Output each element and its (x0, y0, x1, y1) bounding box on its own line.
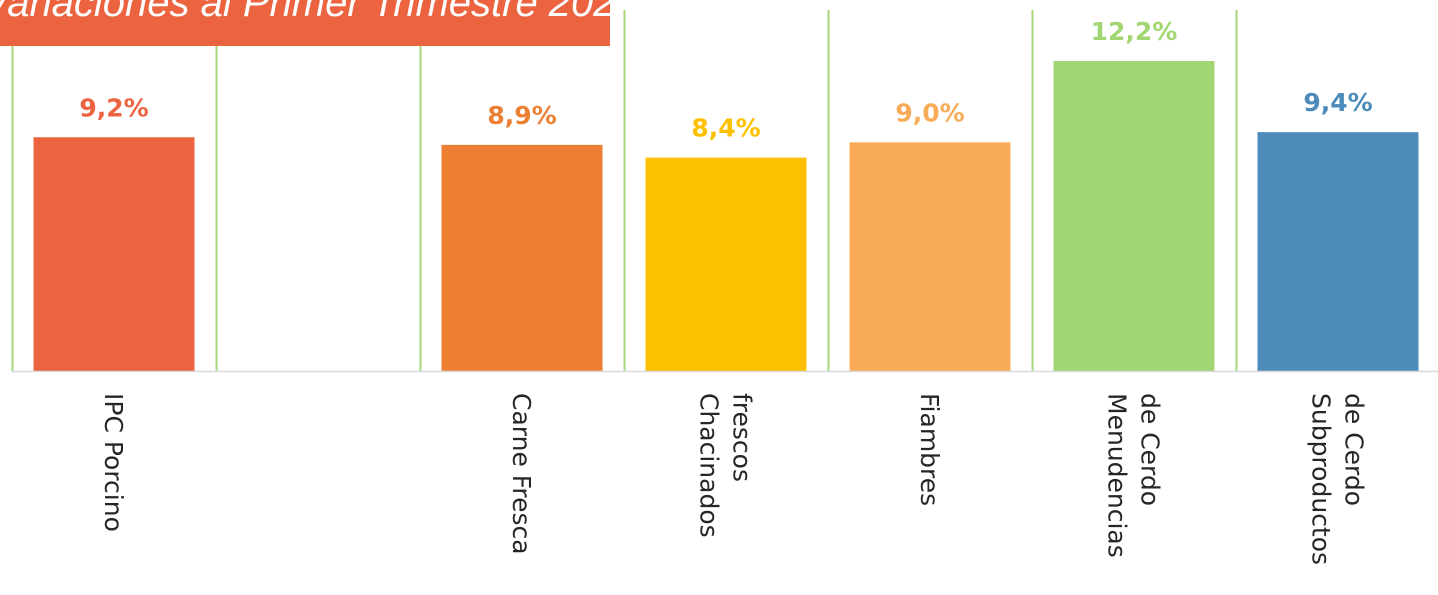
data-label: 9,2% (79, 93, 148, 122)
category-label-line: frescos (728, 393, 757, 482)
category-label: Menudencias de Cerdo (1103, 393, 1165, 558)
chart-title: Variaciones al Primer Trimestre 2023 (0, 0, 610, 25)
bar (849, 142, 1011, 371)
data-label: 9,4% (1303, 88, 1372, 117)
bar (1257, 132, 1419, 371)
category-separators (11, 10, 1238, 371)
data-labels: 9,2% 8,9% 8,4% 9,0% 12,2% 9,4% (79, 17, 1372, 143)
category-label: IPC Porcino (99, 393, 128, 532)
data-label: 12,2% (1091, 17, 1178, 46)
category-label-line: Menudencias (1103, 393, 1132, 558)
bar (33, 137, 195, 371)
category-label: Fiambres (915, 393, 944, 506)
category-label-line: de Cerdo (1136, 393, 1165, 506)
category-label-line: Carne Fresca (507, 393, 536, 555)
chart-title-banner: Variaciones al Primer Trimestre 2023 (0, 0, 610, 46)
category-label-line: Chacinados (695, 393, 724, 538)
data-label: 8,4% (691, 114, 760, 143)
category-label-line: IPC Porcino (99, 393, 128, 532)
bar (645, 157, 807, 371)
category-labels: IPC Porcino Carne Fresca Chacinados frescos… (99, 393, 1369, 565)
category-label: Carne Fresca (507, 393, 536, 555)
category-label-line: Fiambres (915, 393, 944, 506)
data-label: 8,9% (487, 101, 556, 130)
category-label-line: Subproductos (1307, 393, 1336, 565)
bars (33, 61, 1419, 371)
bar (441, 144, 603, 371)
category-label: Subproductos de Cerdo (1307, 393, 1369, 565)
category-label-line: de Cerdo (1340, 393, 1369, 506)
category-label: Chacinados frescos (695, 393, 757, 538)
data-label: 9,0% (895, 98, 964, 127)
bar (1053, 61, 1215, 371)
